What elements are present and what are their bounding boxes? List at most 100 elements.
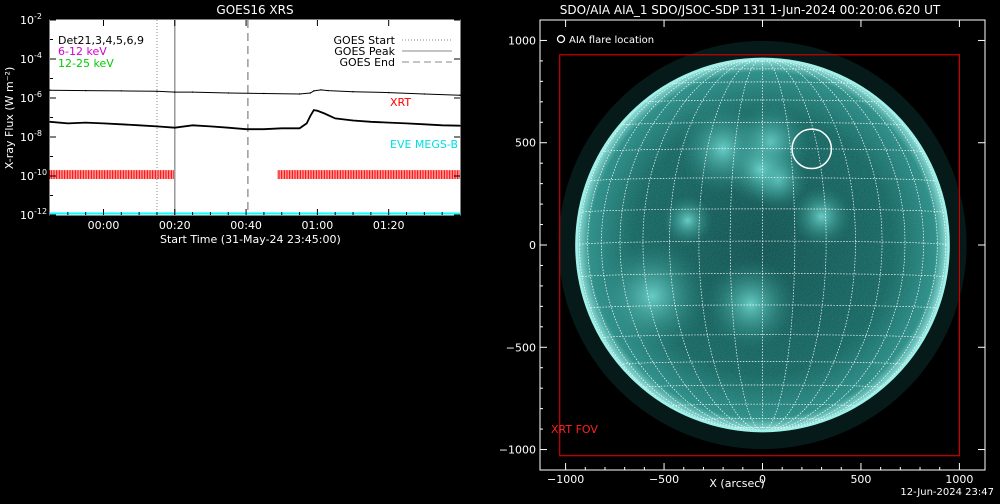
series-long-point — [423, 93, 425, 95]
series-short-point — [459, 125, 461, 127]
aia-x-tick-label: 0 — [759, 473, 766, 486]
longitude-line — [762, 58, 906, 432]
series-long-point — [320, 89, 322, 91]
series-long-point — [263, 92, 265, 95]
series-short-point — [156, 125, 158, 128]
active-region-glow — [791, 186, 852, 247]
latitude-line — [699, 68, 826, 71]
series-short-point — [313, 109, 315, 111]
aia-marks: −1000 −500 0 500 1000 −1000 −500 0 500 1000 — [499, 19, 986, 486]
series-long-point — [298, 93, 301, 95]
goes-x-tick-label: 00:00 — [88, 219, 120, 232]
active-region-glow — [597, 241, 708, 352]
goes-plot-area — [49, 19, 461, 216]
series-long-point — [49, 89, 51, 91]
series-short-point — [209, 125, 212, 128]
aia-x-axis-title: X (arcsec) — [709, 477, 764, 490]
series-short-point — [120, 123, 123, 126]
series-short-point — [49, 121, 51, 123]
band2-legend: 12-25 keV — [58, 57, 114, 70]
series-short-point — [306, 122, 308, 125]
longitude-line — [762, 59, 938, 432]
series-short-point — [405, 122, 408, 125]
longitude-line — [587, 59, 763, 432]
longitude-line — [669, 58, 763, 432]
aia-x-tick-label: −1000 — [547, 473, 584, 486]
series-short-point — [281, 127, 283, 129]
series-short-point — [323, 112, 326, 115]
series-long-point — [388, 91, 390, 94]
active-region-glow — [725, 134, 796, 205]
series-short-point — [191, 124, 194, 127]
goes-x-tick-label: 00:40 — [230, 219, 262, 232]
flare-legend-marker — [556, 34, 566, 44]
aia-chart-title: SDO/AIA AIA_1 SDO/JSOC-SDP 131 1-Jun-202… — [560, 3, 941, 17]
latitude-line — [601, 148, 924, 153]
aia-image-chart: SDO/AIA AIA_1 SDO/JSOC-SDP 131 1-Jun-202… — [499, 3, 986, 490]
goes-end-legend: GOES End — [339, 56, 395, 69]
series-long-point — [352, 91, 354, 93]
flare-location-circle — [791, 128, 833, 170]
aia-x-tick-label: 500 — [850, 473, 871, 486]
series-short-point — [85, 121, 87, 124]
series-long-point — [174, 91, 176, 93]
aia-x-tick-label: −500 — [649, 473, 679, 486]
series-short-point — [423, 123, 425, 126]
longitude-line — [698, 58, 763, 432]
eve-label: EVE MEGS-B — [390, 138, 458, 151]
latitude-line — [642, 384, 883, 388]
series-short-point — [441, 124, 443, 127]
goes-x-tick-label: 01:20 — [373, 219, 405, 232]
xrt-label: XRT — [390, 96, 411, 109]
latitude-line — [669, 81, 856, 85]
goes-x-tick-label: 00:20 — [159, 219, 191, 232]
series-long-point — [327, 89, 329, 92]
solar-limb — [575, 57, 950, 433]
longitude-line — [762, 58, 856, 432]
aia-y-tick-label: −500 — [506, 341, 536, 354]
latitude-line — [620, 122, 905, 126]
longitude-line — [601, 58, 763, 432]
goes-chart-title: GOES16 XRS — [216, 3, 293, 17]
series-short-point — [370, 121, 372, 123]
goes-x-axis-title: Start Time (31-May-24 23:45:00) — [160, 233, 341, 246]
latitude-line — [619, 361, 906, 365]
flare-legend-label: AIA flare location — [569, 35, 654, 46]
series-short-point — [316, 110, 319, 112]
xrt-coverage-segment-0 — [49, 170, 174, 180]
latitude-line — [669, 403, 856, 407]
series-long-point — [313, 90, 315, 92]
goes-x-tick-label: 01:00 — [302, 219, 334, 232]
series-long-point — [191, 91, 194, 93]
xrt-fov-box — [559, 54, 961, 457]
aia-image-panel: SDO/AIA AIA_1 SDO/JSOC-SDP 131 1-Jun-202… — [499, 0, 1000, 500]
aia-y-tick-label: −1000 — [500, 444, 536, 457]
series-long-point — [85, 89, 87, 92]
series-short-point — [334, 117, 336, 120]
longitude-line — [762, 58, 924, 432]
series-long-point — [120, 90, 123, 92]
series-short-point — [388, 121, 390, 124]
series-short-line — [49, 109, 461, 131]
series-short-point — [245, 128, 247, 130]
series-long-point — [156, 90, 158, 93]
goes-peak-legend: GOES Peak — [334, 45, 395, 58]
active-region-glow — [705, 259, 796, 350]
series-short-point — [309, 115, 311, 117]
aia-y-tick-label: 500 — [515, 137, 536, 150]
goes-xrs-panel: GOES16 XRS 00:00 00:20 00:40 01:00 01:20 10-1… — [0, 0, 470, 500]
active-region-glow — [662, 195, 713, 246]
generation-timestamp: 12-Jun-2024 23:47 — [900, 487, 994, 498]
series-short-point — [102, 122, 105, 125]
goes-y-axis-title: X-ray Flux (W m⁻²) — [3, 67, 16, 169]
aia-x-tick-label: 1000 — [945, 473, 973, 486]
series-short-point — [263, 128, 265, 130]
longitude-line — [762, 58, 827, 432]
aia-y-tick-label: 1000 — [508, 34, 536, 47]
det-legend: Det21,3,4,5,6,9 — [58, 34, 144, 47]
goes-xrs-chart: GOES16 XRS 00:00 00:20 00:40 01:00 01:2010-1… — [0, 0, 470, 500]
xrt-fov-label: XRT FOV — [551, 423, 598, 436]
series-short-point — [138, 124, 140, 127]
latitude-line — [642, 99, 883, 103]
series-short-point — [298, 127, 301, 129]
